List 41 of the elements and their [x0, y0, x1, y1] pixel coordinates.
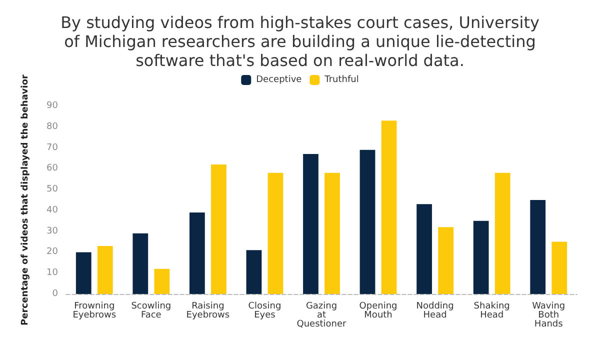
- legend-label: Deceptive: [256, 75, 302, 85]
- y-tick-label: 80: [46, 122, 58, 132]
- y-tick-label: 70: [46, 142, 58, 153]
- bar: [324, 172, 340, 294]
- y-tick-label: 60: [46, 164, 58, 174]
- bar: [189, 212, 205, 294]
- x-tick-label: Raising Eyebrows: [186, 302, 230, 320]
- y-tick-label: 20: [46, 247, 58, 258]
- bar: [552, 242, 568, 294]
- bar: [473, 220, 489, 294]
- bar: [154, 268, 170, 294]
- bar: [530, 200, 546, 294]
- y-tick-label: 30: [46, 226, 58, 236]
- bar: [97, 246, 113, 294]
- legend-label: Truthful: [324, 75, 359, 85]
- bar: [211, 164, 226, 294]
- bar: [438, 227, 454, 294]
- x-tick-label: Gazing at Questioner: [296, 302, 347, 330]
- x-tick-label: Nodding Head: [416, 302, 454, 320]
- bar: [416, 204, 432, 294]
- bar: [360, 150, 376, 294]
- x-tick-label: Waving Both Hands: [532, 302, 566, 330]
- bar: [246, 250, 262, 294]
- y-tick-label: 90: [46, 101, 58, 111]
- x-tick-label: Shaking Head: [474, 302, 510, 320]
- bar: [494, 172, 510, 294]
- x-tick-label: Scowling Face: [131, 302, 172, 320]
- y-axis-title: Percentage of videos that displayed the behavior: [20, 74, 30, 326]
- bar: [268, 172, 284, 294]
- x-tick-label: Opening Mouth: [359, 302, 398, 320]
- y-tick-label: 10: [46, 268, 58, 278]
- y-tick-label: 50: [46, 184, 58, 195]
- chart-title: By studying videos from high-stakes court cases, University of Michigan researchers are building a unique lie-detecting software that's based on real-world data.: [60, 13, 540, 70]
- y-tick-label: 40: [46, 205, 58, 216]
- x-tick-label: Closing Eyes: [248, 302, 282, 320]
- bar: [132, 233, 148, 294]
- bar: [303, 154, 318, 294]
- bar: [76, 252, 92, 294]
- y-tick-label: 0: [52, 289, 58, 299]
- x-tick-label: Frowning Eyebrows: [72, 302, 116, 320]
- bar: [381, 120, 397, 294]
